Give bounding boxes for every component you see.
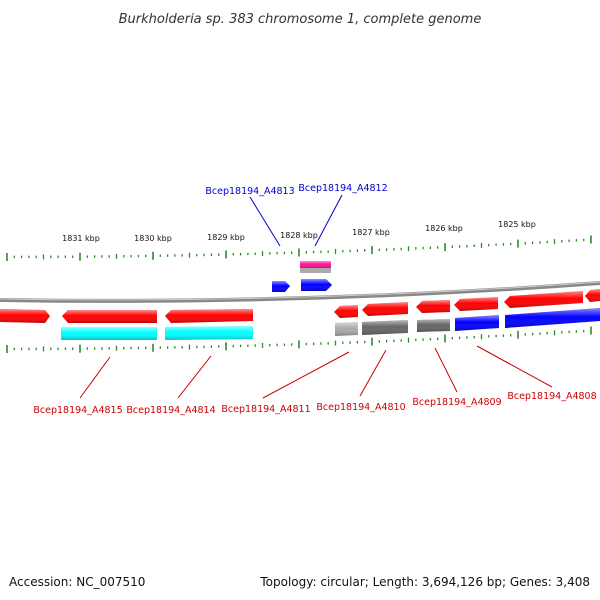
chromosome-backbone-highlight [0, 281, 600, 301]
ruler-label: 1826 kbp [425, 224, 463, 233]
gene-darkgray-2[interactable] [417, 319, 450, 332]
ruler-ticks-top [6, 235, 592, 261]
gene-red-1[interactable] [0, 309, 50, 323]
gene-label[interactable]: Bcep18194_A4809 [412, 397, 501, 408]
gene-red-2[interactable] [62, 310, 157, 323]
callout-line [79, 356, 111, 399]
gene-red-7[interactable] [454, 297, 498, 311]
gene-red-9[interactable] [585, 289, 600, 302]
ruler-labels: 1831 kbp 1830 kbp 1829 kbp 1828 kbp 1827… [62, 220, 536, 243]
ruler-label: 1825 kbp [498, 220, 536, 229]
gene-label[interactable]: Bcep18194_A4813 [205, 186, 294, 197]
ruler-label: 1827 kbp [352, 228, 390, 237]
callout-line [476, 345, 553, 388]
gene-red-4[interactable] [334, 305, 358, 318]
ruler-label: 1829 kbp [207, 233, 245, 242]
gene-lightgray-1[interactable] [335, 322, 358, 336]
callout-line [262, 351, 350, 399]
callout-line [249, 196, 281, 247]
gene-features [0, 261, 600, 340]
callout-line [177, 355, 212, 399]
gene-blue-4[interactable] [505, 308, 600, 328]
ruler-label: 1830 kbp [134, 234, 172, 243]
ruler-label: 1831 kbp [62, 234, 100, 243]
ruler-label: 1828 kbp [280, 231, 318, 240]
accession-text: Accession: NC_007510 [9, 575, 145, 589]
gene-label[interactable]: Bcep18194_A4815 [33, 405, 122, 416]
gene-red-5[interactable] [362, 302, 408, 316]
chromosome-backbone [0, 281, 600, 303]
genome-stats-text: Topology: circular; Length: 3,694,126 bp… [259, 575, 590, 589]
gene-label[interactable]: Bcep18194_A4812 [298, 183, 387, 194]
gene-label[interactable]: Bcep18194_A4814 [126, 405, 215, 416]
callout-line [314, 194, 343, 247]
gene-label[interactable]: Bcep18194_A4811 [221, 404, 310, 415]
callout-line [434, 347, 458, 393]
gene-cyan-1[interactable] [61, 327, 157, 340]
gene-darkgray-1[interactable] [362, 320, 408, 335]
label-callouts [79, 194, 553, 399]
gene-label[interactable]: Bcep18194_A4808 [507, 391, 596, 402]
gene-gray-small[interactable] [300, 268, 331, 273]
gene-red-3[interactable] [165, 309, 253, 323]
gene-blue-2[interactable] [301, 279, 332, 291]
gene-blue-3[interactable] [455, 315, 499, 331]
ruler-ticks-bottom [6, 326, 592, 353]
gene-red-6[interactable] [416, 300, 450, 313]
gene-blue-1[interactable] [272, 281, 290, 292]
gene-cyan-2[interactable] [165, 326, 253, 340]
gene-red-8[interactable] [504, 291, 583, 308]
map-title: Burkholderia sp. 383 chromosome 1, compl… [119, 12, 482, 27]
gene-magenta[interactable] [300, 261, 331, 268]
gene-label[interactable]: Bcep18194_A4810 [316, 402, 405, 413]
callout-line [359, 349, 387, 397]
gene-labels: Bcep18194_A4813 Bcep18194_A4812 Bcep1819… [33, 183, 596, 416]
